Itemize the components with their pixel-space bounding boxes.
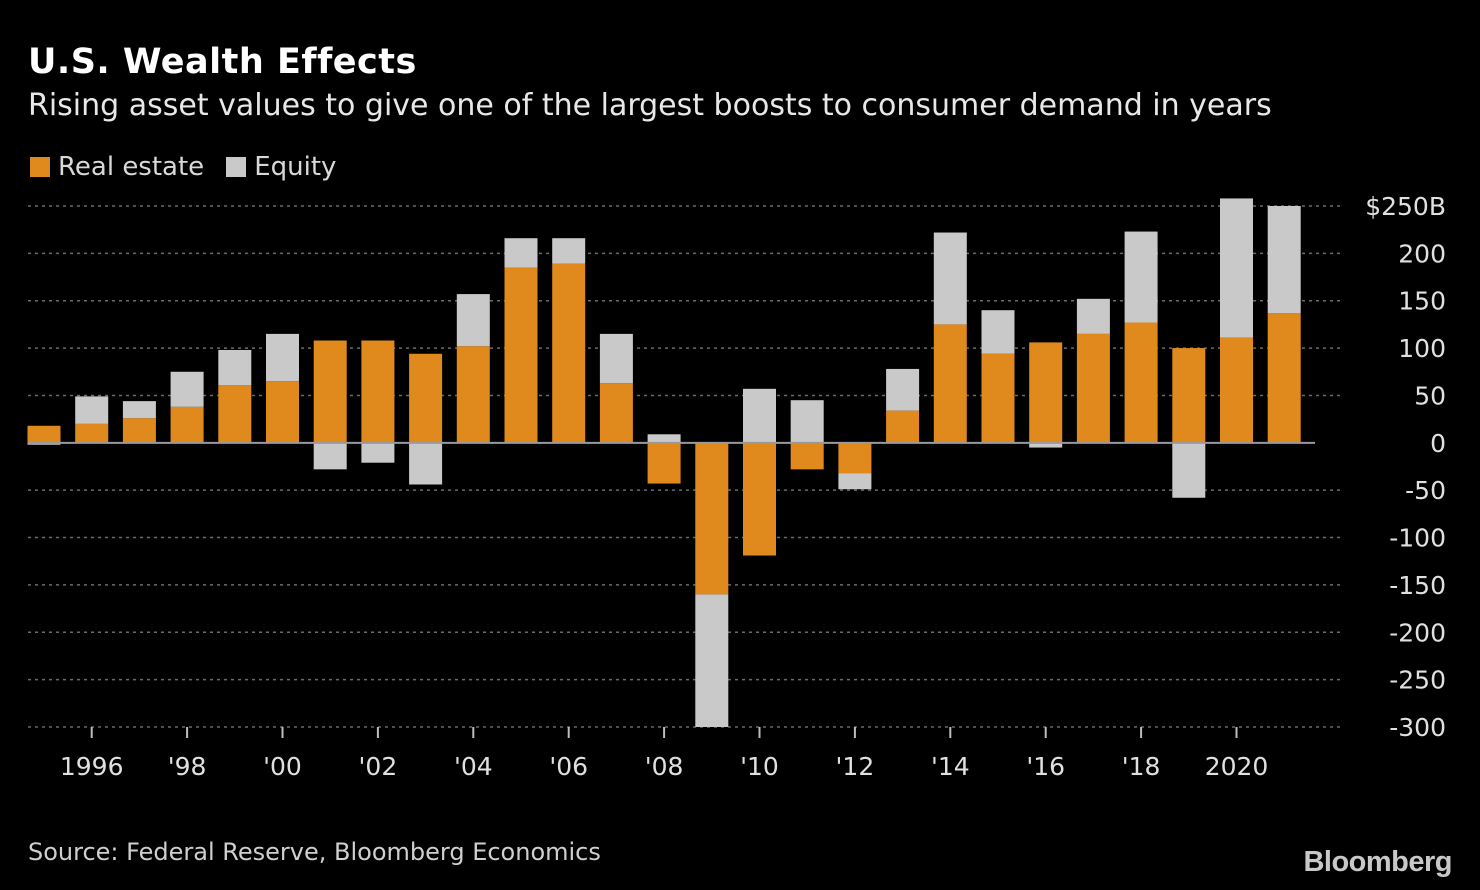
bar-real-estate-2007 (599, 383, 633, 443)
bar-equity-2013 (886, 368, 920, 411)
bar-equity-2015 (981, 310, 1015, 354)
x-tick-label: '12 (836, 752, 875, 781)
y-tick-label: 100 (1398, 334, 1446, 363)
legend-label-real-estate: Real estate (58, 152, 205, 182)
x-tick-label: 2020 (1205, 752, 1269, 781)
y-tick-label: -100 (1389, 524, 1446, 553)
bar-equity-2014 (933, 232, 967, 325)
bar-real-estate-2014 (933, 324, 967, 443)
bar-equity-2017 (1076, 298, 1110, 334)
bar-real-estate-2008 (647, 442, 681, 484)
bar-real-estate-2006 (552, 263, 586, 443)
bar-real-estate-2015 (981, 353, 1015, 443)
x-tick-label: '98 (168, 752, 207, 781)
bar-real-estate-2009 (695, 442, 729, 595)
y-tick-label: 200 (1398, 239, 1446, 268)
bar-real-estate-2005 (504, 267, 538, 443)
x-tick-label: 1996 (60, 752, 124, 781)
x-tick-label: '10 (740, 752, 779, 781)
legend-label-equity: Equity (254, 152, 337, 182)
bar-real-estate-2001 (313, 340, 347, 443)
legend-swatch-equity (226, 157, 247, 177)
x-tick-label: '18 (1122, 752, 1161, 781)
bar-equity-2012 (838, 473, 872, 490)
chart-subtitle: Rising asset values to give one of the l… (28, 88, 1272, 123)
x-tick-label: '16 (1026, 752, 1065, 781)
bar-equity-1999 (218, 349, 252, 386)
y-tick-label: -300 (1389, 713, 1446, 742)
legend-swatch-real-estate (30, 157, 50, 177)
x-tick-label: '08 (645, 752, 684, 781)
bar-real-estate-2018 (1124, 322, 1158, 443)
bar-real-estate-2021 (1267, 313, 1301, 443)
bar-equity-1998 (170, 371, 204, 407)
bar-equity-2004 (456, 294, 490, 347)
bar-equity-2008 (647, 434, 681, 443)
bar-equity-2016 (1029, 442, 1063, 448)
bar-equity-2006 (552, 238, 586, 264)
bar-equity-2019 (1172, 442, 1206, 498)
bar-real-estate-1997 (122, 418, 156, 443)
x-tick-label: '14 (931, 752, 970, 781)
bar-equity-2009 (695, 594, 729, 727)
bar-equity-2003 (409, 442, 443, 485)
y-tick-label: -50 (1405, 476, 1446, 505)
bar-equity-2002 (361, 442, 395, 463)
bar-equity-1996 (75, 396, 109, 424)
bar-real-estate-2016 (1029, 342, 1063, 443)
x-tick-label: '04 (454, 752, 493, 781)
legend-item-real-estate: Real estate (30, 152, 204, 182)
y-tick-label: -150 (1389, 571, 1446, 600)
bar-real-estate-2017 (1076, 333, 1110, 443)
bar-real-estate-2013 (886, 410, 920, 443)
legend-item-equity: Equity (226, 152, 336, 182)
bar-real-estate-2011 (790, 442, 824, 470)
bar-equity-2001 (313, 442, 347, 470)
chart-title: U.S. Wealth Effects (28, 42, 417, 82)
x-tick-label: '00 (263, 752, 302, 781)
y-tick-label: -200 (1389, 618, 1446, 647)
bar-real-estate-2004 (456, 346, 490, 443)
bar-real-estate-2019 (1172, 348, 1206, 443)
bar-equity-2005 (504, 238, 538, 268)
bar-real-estate-1998 (170, 406, 204, 443)
bar-equity-2007 (599, 333, 633, 384)
bar-equity-2018 (1124, 231, 1158, 323)
x-tick-label: '02 (359, 752, 398, 781)
chart-legend: Real estate Equity (30, 152, 358, 182)
bar-equity-2020 (1220, 198, 1253, 338)
y-tick-label: $250B (1365, 192, 1446, 221)
bar-real-estate-1995 (27, 425, 61, 443)
bloomberg-logo: Bloomberg (1303, 846, 1452, 878)
bar-real-estate-2020 (1220, 337, 1253, 443)
y-tick-label: 0 (1430, 429, 1446, 458)
y-tick-label: -250 (1389, 666, 1446, 695)
bar-real-estate-1996 (75, 423, 109, 443)
bar-real-estate-2002 (361, 340, 395, 443)
bar-real-estate-2012 (838, 442, 872, 474)
y-tick-label: 150 (1398, 287, 1446, 316)
source-note: Source: Federal Reserve, Bloomberg Econo… (28, 838, 601, 866)
y-tick-label: 50 (1414, 381, 1446, 410)
bar-real-estate-2010 (743, 442, 776, 556)
bar-equity-2011 (790, 400, 824, 443)
bar-equity-1997 (122, 401, 156, 419)
x-tick-label: '06 (549, 752, 588, 781)
bar-real-estate-1999 (218, 385, 252, 443)
bar-equity-2021 (1267, 206, 1301, 314)
bar-equity-2000 (266, 333, 299, 382)
bar-equity-2010 (743, 388, 776, 443)
bar-real-estate-2000 (266, 381, 299, 443)
bar-real-estate-2003 (409, 353, 443, 443)
